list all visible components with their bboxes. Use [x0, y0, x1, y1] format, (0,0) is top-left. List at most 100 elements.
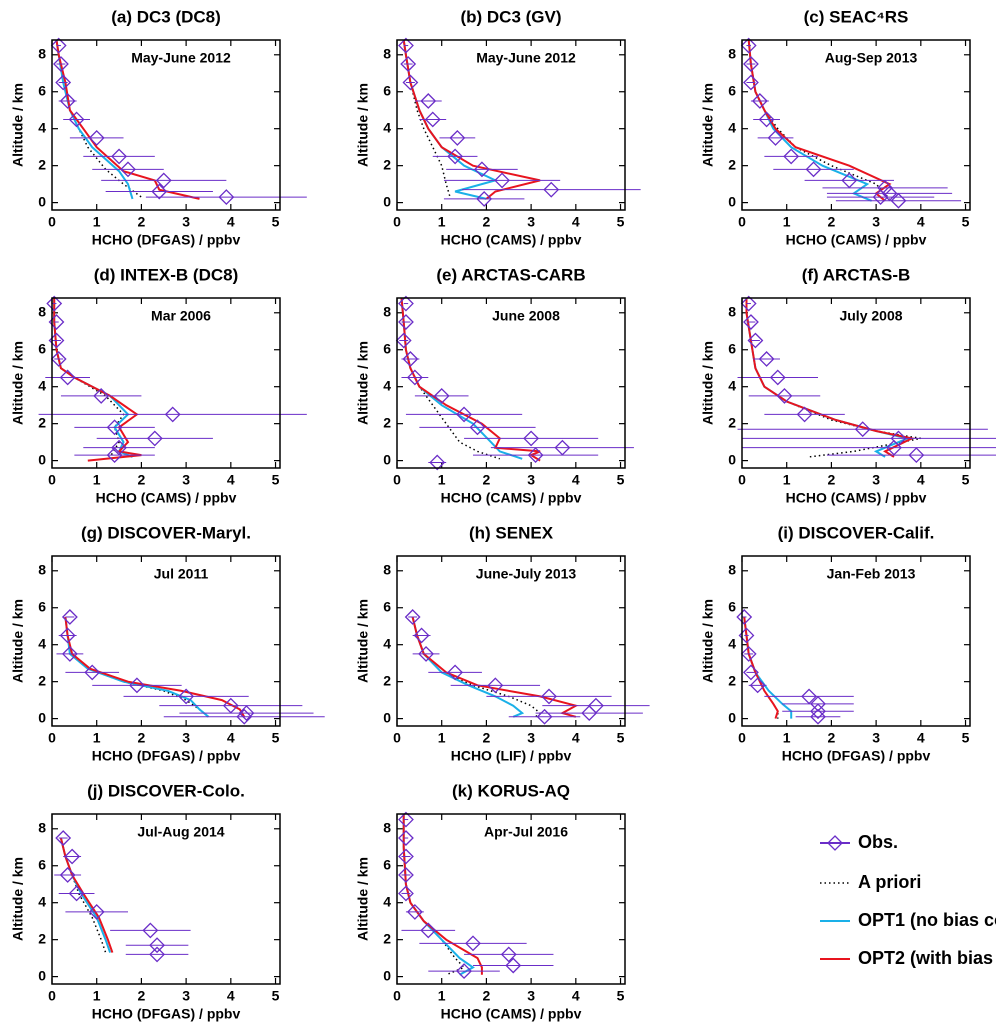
obs-marker [406, 904, 423, 920]
panel: (g) DISCOVER-Maryl. Jul 2011 HCHO (DFGAS) … [10, 523, 325, 764]
y-tick-label: 8 [728, 303, 736, 319]
y-tick-label: 8 [38, 561, 46, 577]
panel: (a) DC3 (DC8) May-June 2012 HCHO (DFGAS) /… [10, 7, 307, 248]
panel-title: (g) DISCOVER-Maryl. [81, 523, 251, 542]
y-tick-label: 0 [38, 709, 46, 725]
obs-marker [581, 705, 598, 721]
obs-marker [523, 430, 540, 447]
y-tick-label: 4 [383, 635, 391, 651]
y-tick-label: 6 [383, 82, 391, 98]
x-tick-label: 3 [182, 988, 190, 1004]
x-axis-label: HCHO (DFGAS) / ppbv [92, 1006, 241, 1022]
panel-subtitle: June 2008 [492, 308, 560, 324]
obs-marker [805, 161, 822, 178]
plot-frame [741, 555, 971, 727]
x-tick-label: 2 [138, 214, 146, 230]
y-tick-label: 4 [728, 377, 736, 393]
obs-marker [50, 351, 67, 367]
x-tick-label: 2 [138, 472, 146, 488]
y-axis-label: Altitude / km [10, 341, 26, 425]
panel-subtitle: May-June 2012 [476, 50, 576, 66]
panel-title: (h) SENEX [469, 523, 554, 542]
obs-marker [500, 946, 517, 963]
obs-marker [218, 189, 235, 205]
panel-subtitle: Apr-Jul 2016 [484, 824, 568, 840]
x-tick-label: 1 [438, 988, 446, 1004]
obs-marker [59, 627, 76, 644]
x-axis-label: HCHO (CAMS) / ppbv [441, 1006, 582, 1022]
obs-marker [120, 161, 136, 178]
obs-marker [543, 181, 560, 198]
x-tick-label: 1 [93, 730, 101, 746]
panel-subtitle: July 2008 [839, 308, 902, 324]
x-tick-label: 1 [783, 730, 791, 746]
obs-marker [908, 447, 925, 463]
obs-marker [59, 867, 76, 883]
y-tick-label: 0 [38, 967, 46, 983]
obs-marker [449, 130, 466, 146]
x-axis-label: HCHO (DFGAS) / ppbv [782, 748, 931, 764]
x-tick-label: 0 [738, 730, 746, 746]
x-tick-label: 1 [93, 214, 101, 230]
panel-title: (f) ARCTAS-B [802, 265, 911, 284]
obs-marker [758, 111, 775, 128]
plot-frame [51, 297, 281, 469]
x-tick-label: 3 [872, 214, 880, 230]
x-tick-label: 0 [48, 472, 56, 488]
panel: (c) SEAC⁴RS Aug-Sep 2013 HCHO (CAMS) / ppb… [700, 7, 971, 248]
y-tick-label: 0 [383, 967, 391, 983]
obs-marker [88, 130, 105, 146]
obs-marker [50, 37, 67, 54]
y-tick-label: 0 [383, 709, 391, 725]
y-axis-label: Altitude / km [10, 599, 26, 683]
profile-line [402, 814, 475, 976]
y-tick-label: 6 [383, 856, 391, 872]
x-tick-label: 5 [617, 472, 625, 488]
legend-label: A priori [858, 872, 921, 892]
panel: (j) DISCOVER-Colo. Jul-Aug 2014 HCHO (DFGA… [10, 781, 281, 1022]
y-tick-label: 6 [383, 598, 391, 614]
panel-subtitle: June-July 2013 [476, 566, 577, 582]
x-tick-label: 2 [483, 988, 491, 1004]
y-tick-label: 8 [383, 819, 391, 835]
obs-marker [53, 56, 69, 72]
obs-marker [395, 332, 412, 349]
x-tick-label: 5 [962, 472, 970, 488]
obs-marker [474, 161, 490, 178]
obs-marker [55, 830, 72, 846]
obs-marker [494, 172, 510, 189]
y-tick-label: 2 [38, 930, 46, 946]
obs-marker [398, 830, 414, 846]
panel-subtitle: Jul-Aug 2014 [137, 824, 224, 840]
plot-frame [396, 297, 626, 469]
obs-marker [743, 314, 759, 330]
x-tick-label: 5 [272, 988, 280, 1004]
obs-marker [420, 93, 437, 109]
x-tick-label: 4 [227, 730, 235, 746]
x-axis-label: HCHO (CAMS) / ppbv [441, 490, 582, 506]
x-axis-label: HCHO (LIF) / ppbv [451, 748, 572, 764]
x-tick-label: 2 [828, 214, 836, 230]
profile-line [64, 616, 246, 718]
x-tick-label: 1 [93, 988, 101, 1004]
x-axis-label: HCHO (CAMS) / ppbv [786, 232, 927, 248]
x-tick-label: 0 [393, 730, 401, 746]
obs-marker [413, 627, 430, 644]
obs-marker [769, 369, 786, 386]
obs-marker [536, 708, 553, 725]
profile-line [402, 39, 541, 200]
obs-marker [476, 190, 493, 207]
panel-title: (a) DC3 (DC8) [111, 7, 221, 26]
y-axis-label: Altitude / km [355, 857, 371, 941]
y-tick-label: 6 [38, 598, 46, 614]
y-tick-label: 6 [383, 340, 391, 356]
obs-marker [447, 664, 464, 681]
y-axis-label: Altitude / km [700, 341, 716, 425]
panel: (h) SENEX June-July 2013 HCHO (LIF) / ppbv… [355, 523, 650, 764]
obs-marker [758, 351, 775, 367]
y-tick-label: 8 [728, 561, 736, 577]
x-tick-label: 1 [438, 214, 446, 230]
obs-marker [406, 369, 423, 386]
y-tick-label: 6 [38, 340, 46, 356]
legend-label: OPT2 (with bias correction) [858, 948, 996, 968]
